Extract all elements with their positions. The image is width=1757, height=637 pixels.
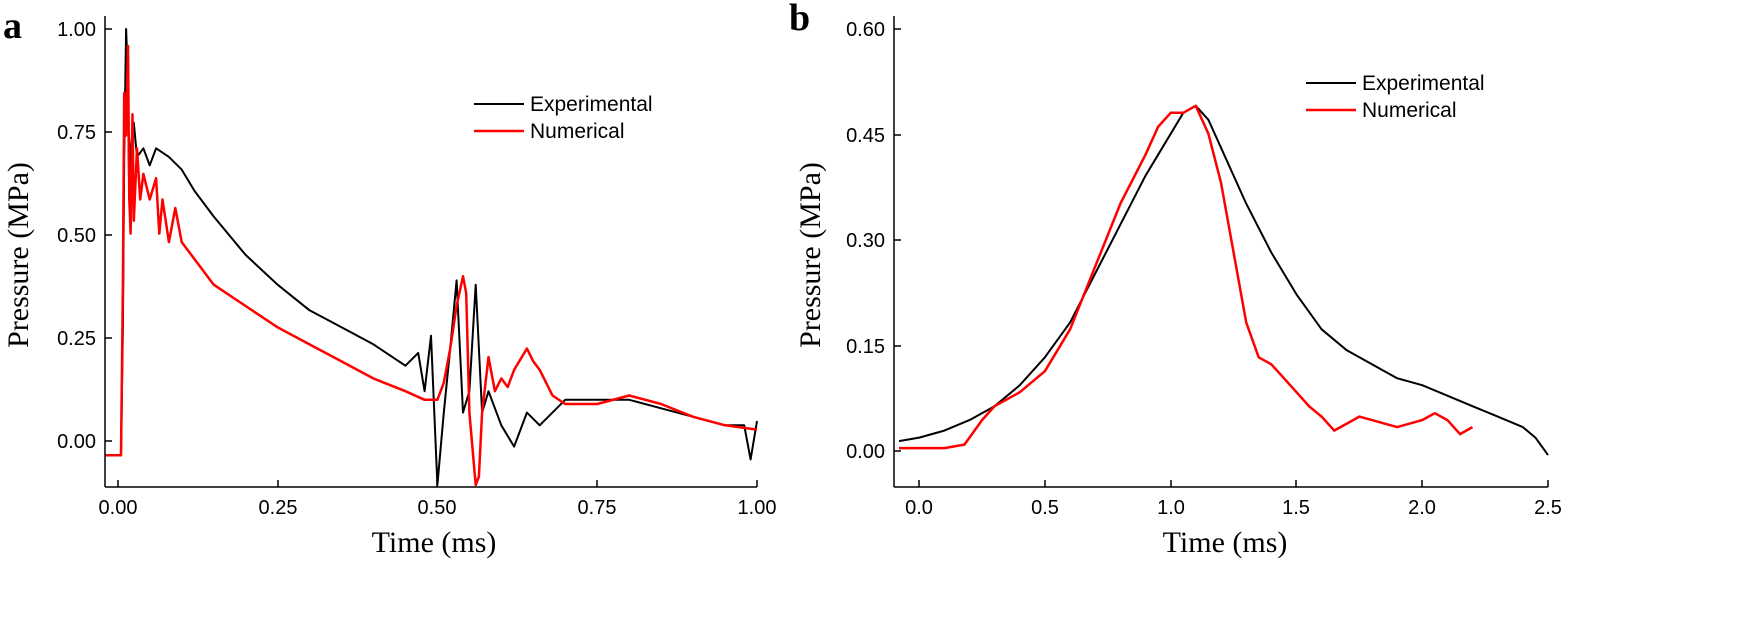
x-tick-label-b-5: 2.5 [1534, 497, 1562, 519]
x-tick-label-a-3: 0.75 [578, 497, 617, 519]
y-tick-label-b-4: 0.60 [846, 19, 885, 41]
y-tick-label-b-3: 0.45 [846, 125, 885, 147]
y-tick-label-b-0: 0.00 [846, 441, 885, 463]
panel-a-label: a [3, 5, 22, 47]
x-tick-label-a-4: 1.00 [738, 497, 777, 519]
legend-label-numerical-b: Numerical [1362, 99, 1457, 122]
y-axis-title-a: Pressure (MPa) [2, 162, 35, 348]
axes-b [893, 16, 1548, 488]
series-line-experimental-a [105, 28, 758, 486]
y-tick-label-a-0: 0.00 [57, 431, 96, 453]
plot-area-a [105, 28, 758, 487]
panel-b-label: b [789, 0, 810, 39]
x-axis-title-b: Time (ms) [1163, 526, 1288, 559]
x-tick-label-b-2: 1.0 [1157, 497, 1185, 519]
legend-b: Experimental Numerical [1306, 72, 1485, 122]
y-tick-label-b-2: 0.30 [846, 230, 885, 252]
axes-a [104, 16, 757, 488]
x-tick-label-a-1: 0.25 [259, 497, 298, 519]
y-tick-label-a-4: 1.00 [57, 19, 96, 41]
chart-panel-a: a 0.00 0.25 0.50 0.75 1.00 0.00 0.25 0.5… [2, 5, 776, 559]
y-axis-title-b: Pressure (MPa) [794, 162, 827, 348]
chart-panel-b: b 0.0 0.5 1.0 1.5 2.0 2.5 0.00 0.15 0.30… [789, 0, 1562, 559]
x-tick-label-b-4: 2.0 [1408, 497, 1436, 519]
x-axis-title-a: Time (ms) [372, 526, 497, 559]
ticks-a [105, 28, 758, 487]
ticks-b [894, 28, 1549, 487]
series-line-numerical-a [105, 44, 758, 487]
x-tick-label-a-0: 0.00 [99, 497, 138, 519]
series-line-experimental-b [898, 104, 1549, 456]
x-tick-label-b-0: 0.0 [905, 497, 933, 519]
y-tick-label-a-3: 0.75 [57, 122, 96, 144]
y-tick-label-a-1: 0.25 [57, 328, 96, 350]
legend-label-experimental-a: Experimental [530, 93, 653, 116]
x-tick-label-b-3: 1.5 [1282, 497, 1310, 519]
legend-label-numerical-a: Numerical [530, 120, 625, 143]
y-tick-label-b-1: 0.15 [846, 336, 885, 358]
x-tick-label-b-1: 0.5 [1031, 497, 1059, 519]
plot-area-b [898, 104, 1549, 456]
series-line-numerical-b [899, 104, 1474, 450]
x-tick-label-a-2: 0.50 [418, 497, 457, 519]
y-tick-label-a-2: 0.50 [57, 225, 96, 247]
legend-label-experimental-b: Experimental [1362, 72, 1485, 95]
legend-a: Experimental Numerical [474, 93, 653, 143]
